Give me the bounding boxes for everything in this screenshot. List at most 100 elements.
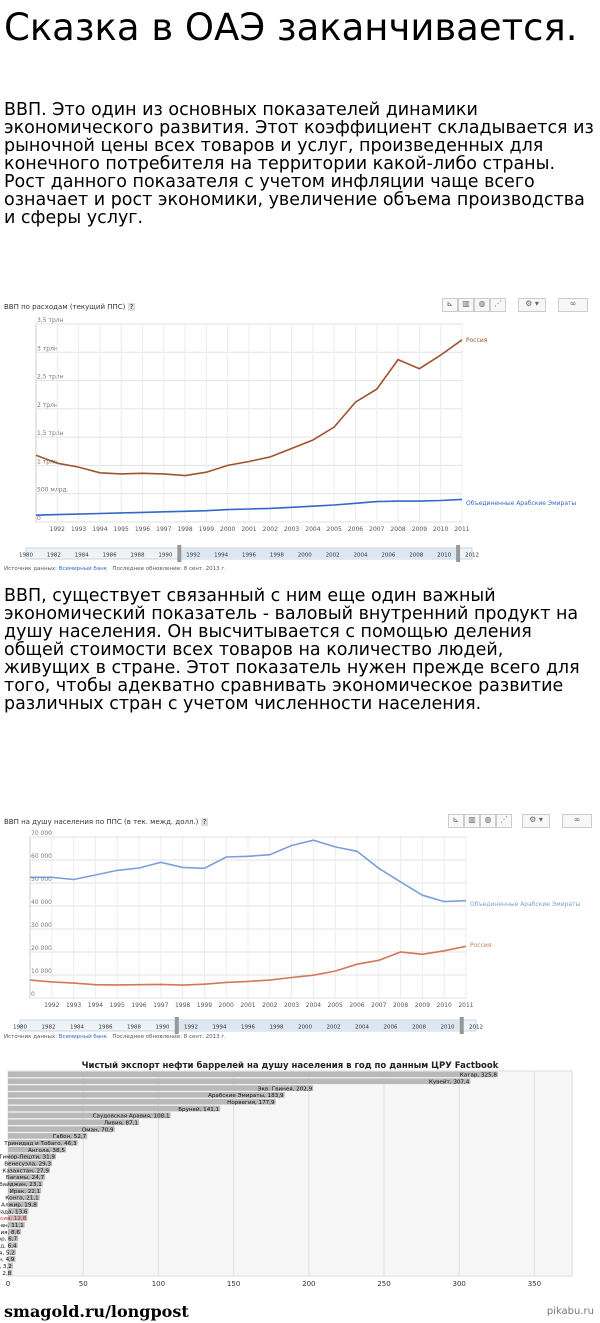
- bar-label: Багамы, 24,7: [6, 1175, 45, 1181]
- range-tick-label: 1994: [213, 1025, 227, 1031]
- page-title: Сказка в ОАЭ заканчивается.: [4, 6, 578, 49]
- y-tick-label: 2 трлн: [37, 402, 58, 409]
- bar: [8, 1249, 16, 1255]
- range-tick-label: 1992: [186, 553, 200, 559]
- bar-label: Ливия, 87,1: [104, 1120, 139, 1126]
- x-tick-label: 1992: [44, 1002, 59, 1009]
- range-tick-label: 1988: [131, 553, 145, 559]
- x-tick-label: 2009: [415, 1002, 430, 1009]
- x-tick-label: 2002: [262, 1002, 277, 1009]
- bar-label: Катар, 325,8: [460, 1073, 498, 1079]
- bar-label: Саудовская Аравия, 108,1: [93, 1114, 170, 1120]
- series-label: Объединенные Арабские Эмираты: [466, 500, 577, 507]
- y-tick-label: 60 000: [31, 853, 52, 860]
- bar-label: Казахстан, 27,9: [2, 1168, 49, 1174]
- scatter-icon[interactable]: ⋰: [490, 298, 506, 312]
- x-tick-label: 2004: [306, 1002, 321, 1009]
- range-tick-label: 1996: [241, 1025, 255, 1031]
- gear-icon[interactable]: ⚙ ▾: [522, 814, 550, 828]
- range-tick-label: 2000: [298, 1025, 312, 1031]
- bar: [8, 1153, 56, 1160]
- bar: [8, 1215, 28, 1221]
- link-icon[interactable]: ∞: [558, 298, 588, 312]
- bar-label: Ангола, 38,5: [28, 1148, 65, 1154]
- y-tick-label: 3,5 трлн: [37, 317, 64, 324]
- bar-chart-icon[interactable]: ▥: [464, 814, 480, 828]
- bar-label: Нигерия, 5,2: [0, 1250, 15, 1256]
- range-selection: [179, 548, 459, 559]
- range-handle: [177, 545, 182, 562]
- range-handle: [459, 1017, 464, 1034]
- bar: [8, 1133, 88, 1139]
- range-tick-label: 1998: [270, 1025, 284, 1031]
- bar-label: Тринидад и Тобаго, 46,3: [3, 1141, 77, 1147]
- x-tick-label: 2006: [348, 526, 363, 533]
- x-tick-label: 1999: [199, 526, 214, 533]
- bar-label: Дания, 8,6: [0, 1230, 20, 1236]
- x-tick-label: 2008: [393, 1002, 408, 1009]
- bar-label: Алжир, 19,8: [1, 1202, 37, 1208]
- range-tick-label: 1990: [156, 1025, 170, 1031]
- bar: [8, 1256, 16, 1262]
- range-tick-label: 2000: [298, 553, 312, 559]
- x-tick-label: 2001: [240, 1002, 255, 1009]
- bar-label: Конго, 21,1: [5, 1196, 39, 1202]
- x-tick-label: 2008: [390, 526, 405, 533]
- x-tick-label: 1998: [177, 526, 192, 533]
- gdp-per-capita-line-chart: 0 10 000 20 000 30 000 40 000 50 000 60 000 70 …: [13, 830, 581, 1034]
- x-tick-label: 1995: [110, 1002, 125, 1009]
- y-tick-label: 2,5 трлн: [37, 374, 64, 381]
- scatter-icon[interactable]: ⋰: [496, 814, 512, 828]
- x-tick-label: 2011: [458, 1002, 473, 1009]
- x-tick-label: 2003: [284, 526, 299, 533]
- series-line: [35, 498, 463, 516]
- x-tick-label: 1993: [71, 526, 86, 533]
- range-tick-label: 2010: [441, 1025, 455, 1031]
- range-tick-label: 1986: [103, 553, 117, 559]
- link-icon[interactable]: ∞: [562, 814, 592, 828]
- plot-background: [7, 1070, 573, 1277]
- range-selection: [176, 1020, 462, 1031]
- bar-chart-icon[interactable]: ▥: [458, 298, 474, 312]
- series-line: [30, 839, 467, 903]
- bar-label: Арабские Эмираты, 183,9: [208, 1093, 284, 1099]
- range-tick-label: 1996: [242, 553, 256, 559]
- x-tick-label: 2010: [433, 526, 448, 533]
- series-line: [35, 339, 463, 477]
- gear-icon[interactable]: ⚙ ▾: [518, 298, 546, 312]
- x-tick-label: 2001: [241, 526, 256, 533]
- range-handle: [174, 1017, 179, 1034]
- bar-label: Ирак, 22,1: [10, 1189, 41, 1195]
- bar: [8, 1194, 40, 1201]
- map-icon[interactable]: ◍: [480, 814, 496, 828]
- bar-label: Канада, 13,6: [0, 1209, 28, 1215]
- footer-link[interactable]: smagold.ru/longpost: [4, 1302, 189, 1321]
- range-tick-label: 2012: [465, 553, 479, 559]
- map-icon[interactable]: ◍: [474, 298, 490, 312]
- x-tick-label: 1993: [66, 1002, 81, 1009]
- line-chart-icon[interactable]: ⊾: [448, 814, 464, 828]
- bar-label: Тимор-Лешти, 31,9: [0, 1155, 55, 1161]
- bar: [8, 1180, 43, 1187]
- bar: [8, 1228, 21, 1235]
- gdp-per-capita-chart: ВВП на душу населения по ППС (в тек. меж…: [0, 812, 600, 1046]
- chart-title: Чистый экспорт нефти баррелей на душу на…: [82, 1060, 499, 1071]
- range-tick-label: 1982: [47, 553, 61, 559]
- bar: [8, 1085, 314, 1091]
- oil-export-bar-chart: Чистый экспорт нефти баррелей на душу на…: [0, 1060, 573, 1288]
- range-tick-label: 2002: [327, 1025, 341, 1031]
- bar-label: Туркменистан, 2,8: [0, 1271, 12, 1277]
- bar: [8, 1098, 276, 1105]
- line-chart-icon[interactable]: ⊾: [442, 298, 458, 312]
- y-tick-label: 70 000: [31, 830, 52, 837]
- range-tick-label: 2012: [469, 1025, 483, 1031]
- range-tick-label: 1982: [42, 1025, 56, 1031]
- range-tick-label: 1986: [99, 1025, 113, 1031]
- x-tick-label: 2007: [369, 526, 384, 533]
- range-tick-label: 2004: [354, 553, 368, 559]
- x-tick-label: 2011: [454, 526, 469, 533]
- bar: [8, 1139, 78, 1146]
- bar: [8, 1269, 13, 1276]
- bar-label: Иран, 11,1: [0, 1223, 24, 1229]
- range-tick-label: 2008: [409, 553, 423, 559]
